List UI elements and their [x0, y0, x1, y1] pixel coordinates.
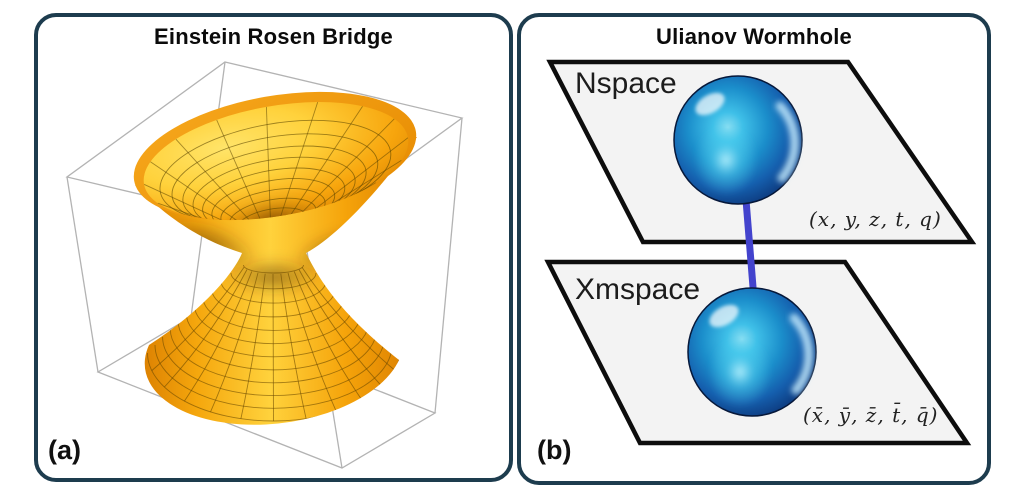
einstein-rosen-plot: [65, 61, 464, 469]
panel-b-title: Ulianov Wormhole: [656, 24, 852, 49]
nspace-sphere: [674, 76, 802, 204]
wormhole-surface: [133, 91, 417, 425]
ulianov-wormhole-diagram: [544, 59, 977, 446]
xmspace-label: Xmspace: [575, 273, 701, 306]
panel-b-label: (b): [537, 435, 572, 465]
panel-ulianov-wormhole: Ulianov Wormhole Nspace Xmspace (x, y, z…: [517, 13, 991, 485]
funnel-interior: [143, 102, 409, 220]
xmspace-sphere: [688, 288, 816, 416]
xmspace-coordinates: (x̄, ȳ, z̄, t̄, q̄): [803, 403, 939, 427]
panel-einstein-rosen: Einstein Rosen Bridge (a): [34, 13, 513, 482]
nspace-label: Nspace: [575, 67, 677, 100]
panel-a-label: (a): [48, 435, 81, 465]
panel-a-title: Einstein Rosen Bridge: [154, 24, 393, 49]
wormhole-connection-line: [742, 196, 757, 291]
surface-meridians-bottom: [151, 267, 396, 422]
nspace-coordinates: (x, y, z, t, q): [809, 207, 942, 231]
